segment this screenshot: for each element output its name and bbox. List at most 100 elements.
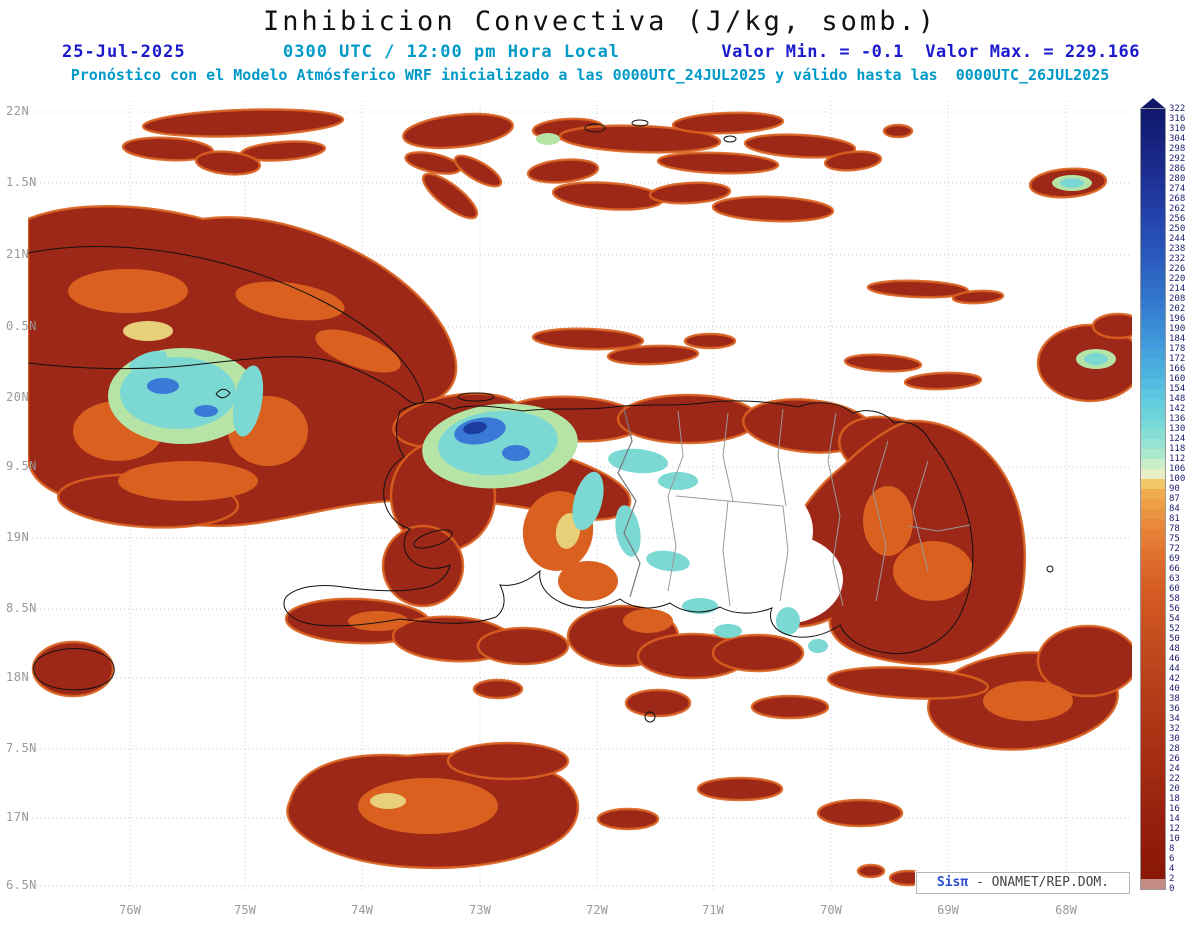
colorbar-cell [1141, 409, 1165, 419]
colorbar-cell [1141, 229, 1165, 239]
colorbar-tick-label: 244 [1169, 234, 1186, 244]
colorbar-tick-label: 34 [1169, 714, 1180, 724]
colorbar-tick-label: 26 [1169, 754, 1180, 764]
colorbar-cell [1141, 829, 1165, 839]
colorbar-cell [1141, 259, 1165, 269]
colorbar-tick-label: 10 [1169, 834, 1180, 844]
colorbar-tick-label: 286 [1169, 164, 1186, 174]
colorbar-tick-label: 250 [1169, 224, 1186, 234]
lat-tick-label: 21N [6, 247, 30, 261]
colorbar-tick-label: 32 [1169, 724, 1180, 734]
colorbar-cell [1141, 209, 1165, 219]
colorbar-cell [1141, 559, 1165, 569]
colorbar-cell [1141, 349, 1165, 359]
colorbar-tick-label: 0 [1169, 884, 1175, 894]
colorbar-cell [1141, 169, 1165, 179]
colorbar-tick-label: 40 [1169, 684, 1180, 694]
lon-tick-label: 74W [351, 903, 373, 917]
colorbar-cell [1141, 769, 1165, 779]
colorbar-tick-label: 18 [1169, 794, 1180, 804]
colorbar-tick-label: 322 [1169, 104, 1186, 114]
colorbar-tick-label: 8 [1169, 844, 1175, 854]
colorbar-cell [1141, 549, 1165, 559]
colorbar-cell [1141, 679, 1165, 689]
colorbar-tick-label: 16 [1169, 804, 1180, 814]
colorbar-cell [1141, 569, 1165, 579]
colorbar-tick-label: 256 [1169, 214, 1186, 224]
colorbar-cell [1141, 779, 1165, 789]
colorbar-tick-label: 58 [1169, 594, 1180, 604]
colorbar-tick-label: 60 [1169, 584, 1180, 594]
colorbar-tick-label: 214 [1169, 284, 1186, 294]
colorbar-tick-label: 280 [1169, 174, 1186, 184]
lon-tick-label: 70W [820, 903, 842, 917]
cin-shading-navy [463, 421, 487, 435]
lon-tick-label: 75W [234, 903, 256, 917]
colorbar-cell [1141, 189, 1165, 199]
colorbar-cell [1141, 499, 1165, 509]
colorbar-tick-label: 274 [1169, 184, 1186, 194]
colorbar-tick-label: 106 [1169, 464, 1186, 474]
model-run-info: Pronóstico con el Modelo Atmósferico WRF… [70, 66, 1110, 84]
colorbar-cell [1141, 789, 1165, 799]
colorbar-tick-label: 118 [1169, 444, 1186, 454]
colorbar-tick-label: 24 [1169, 764, 1180, 774]
colorbar-cell [1141, 159, 1165, 169]
colorbar-tick-label: 208 [1169, 294, 1186, 304]
colorbar-cell [1141, 109, 1165, 119]
colorbar-tick-label: 69 [1169, 554, 1180, 564]
credit-brand: Sisπ [936, 875, 977, 890]
colorbar-tick-label: 298 [1169, 144, 1186, 154]
colorbar-cell [1141, 149, 1165, 159]
colorbar-tick-label: 48 [1169, 644, 1180, 654]
colorbar-cell [1141, 359, 1165, 369]
lat-tick-label: 19N [6, 530, 30, 544]
colorbar-tick-label: 12 [1169, 824, 1180, 834]
colorbar-tick-label: 28 [1169, 744, 1180, 754]
colorbar-cell [1141, 509, 1165, 519]
colorbar-tick-label: 196 [1169, 314, 1186, 324]
lon-tick-label: 72W [586, 903, 608, 917]
colorbar-tick-label: 50 [1169, 634, 1180, 644]
colorbar-cell [1141, 439, 1165, 449]
lat-tick-label: 8.5N [6, 601, 37, 615]
colorbar-tick-label: 268 [1169, 194, 1186, 204]
colorbar-cell [1141, 729, 1165, 739]
colorbar-tick-label: 22 [1169, 774, 1180, 784]
colorbar-tick-label: 90 [1169, 484, 1180, 494]
colorbar-tick-label: 172 [1169, 354, 1186, 364]
colorbar-tick-label: 184 [1169, 334, 1186, 344]
lon-tick-label: 68W [1055, 903, 1077, 917]
colorbar-tick-label: 190 [1169, 324, 1186, 334]
colorbar-tick-label: 66 [1169, 564, 1180, 574]
colorbar-arrow-icon [1141, 98, 1165, 108]
colorbar-tick-label: 142 [1169, 404, 1186, 414]
map-plot-area [26, 101, 1145, 893]
colorbar-cell [1141, 689, 1165, 699]
colorbar-tick-label: 232 [1169, 254, 1186, 264]
map-canvas [26, 101, 1145, 893]
colorbar-tick-label: 238 [1169, 244, 1186, 254]
colorbar-cell [1141, 459, 1165, 469]
colorbar-cell [1141, 469, 1165, 479]
coastlines [27, 119, 1054, 723]
colorbar-cell [1141, 639, 1165, 649]
min-max-values: Valor Min. = -0.1 Valor Max. = 229.166 [721, 42, 1140, 62]
colorbar-cell [1141, 629, 1165, 639]
colorbar-tick-label: 36 [1169, 704, 1180, 714]
forecast-valid-time: 0300 UTC / 12:00 pm Hora Local [283, 42, 621, 62]
colorbar-cell [1141, 619, 1165, 629]
colorbar-tick-label: 262 [1169, 204, 1186, 214]
page-title: Inhibicion Convectiva (J/kg, somb.) [263, 6, 937, 37]
colorbar-tick-label: 304 [1169, 134, 1186, 144]
colorbar-cell [1141, 669, 1165, 679]
colorbar-tick-label: 81 [1169, 514, 1180, 524]
colorbar-tick-label: 154 [1169, 384, 1186, 394]
colorbar-tick-label: 42 [1169, 674, 1180, 684]
colorbar-tick-label: 4 [1169, 864, 1175, 874]
colorbar-cell [1141, 269, 1165, 279]
lon-tick-label: 71W [702, 903, 724, 917]
colorbar-cell [1141, 749, 1165, 759]
colorbar-cell [1141, 129, 1165, 139]
